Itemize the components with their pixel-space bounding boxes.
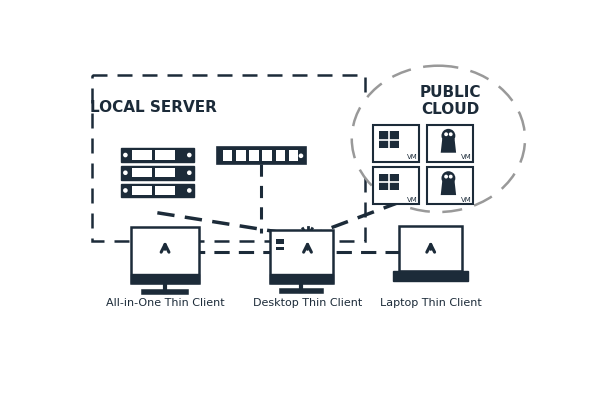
Bar bbox=[275, 150, 285, 161]
Text: VM: VM bbox=[461, 197, 472, 203]
Circle shape bbox=[449, 175, 452, 178]
Bar bbox=[121, 184, 194, 197]
Circle shape bbox=[444, 132, 448, 136]
Bar bbox=[399, 226, 462, 270]
Bar bbox=[155, 150, 175, 160]
Circle shape bbox=[123, 153, 128, 157]
Bar bbox=[131, 274, 199, 283]
Circle shape bbox=[123, 170, 128, 175]
Bar bbox=[262, 150, 272, 161]
Text: VM: VM bbox=[407, 197, 418, 203]
Bar bbox=[92, 75, 365, 240]
Circle shape bbox=[442, 129, 455, 143]
Bar bbox=[250, 150, 259, 161]
Circle shape bbox=[442, 171, 455, 185]
Bar bbox=[155, 186, 175, 195]
Bar bbox=[373, 125, 419, 162]
Bar bbox=[223, 150, 232, 161]
Bar bbox=[121, 148, 194, 162]
Circle shape bbox=[444, 175, 448, 178]
Bar bbox=[289, 150, 298, 161]
Text: VM: VM bbox=[407, 154, 418, 160]
Bar bbox=[236, 150, 245, 161]
Circle shape bbox=[187, 153, 191, 157]
Bar bbox=[379, 174, 399, 190]
Text: All-in-One Thin Client: All-in-One Thin Client bbox=[106, 298, 224, 308]
Text: VM: VM bbox=[461, 154, 472, 160]
Bar bbox=[131, 228, 199, 283]
Bar bbox=[131, 150, 152, 160]
Bar bbox=[427, 125, 473, 162]
Circle shape bbox=[123, 188, 128, 193]
Text: Laptop Thin Client: Laptop Thin Client bbox=[380, 298, 482, 308]
Text: LOCAL SERVER: LOCAL SERVER bbox=[90, 100, 217, 115]
Bar bbox=[270, 230, 333, 283]
Bar bbox=[373, 167, 419, 204]
Bar bbox=[155, 168, 175, 177]
Bar bbox=[121, 166, 194, 180]
Circle shape bbox=[187, 188, 191, 193]
Circle shape bbox=[187, 170, 191, 175]
Bar bbox=[276, 247, 284, 250]
Bar bbox=[379, 131, 399, 148]
Bar bbox=[270, 274, 333, 283]
Text: PUBLIC
CLOUD: PUBLIC CLOUD bbox=[419, 85, 481, 117]
Bar bbox=[276, 239, 284, 244]
Bar bbox=[273, 233, 287, 283]
Polygon shape bbox=[441, 139, 456, 153]
Bar bbox=[131, 186, 152, 195]
Bar bbox=[217, 147, 305, 164]
Bar bbox=[393, 270, 469, 281]
Polygon shape bbox=[441, 181, 456, 195]
Circle shape bbox=[449, 132, 452, 136]
Circle shape bbox=[299, 154, 303, 158]
Bar bbox=[131, 168, 152, 177]
Bar bbox=[427, 167, 473, 204]
Ellipse shape bbox=[352, 66, 525, 212]
Text: Desktop Thin Client: Desktop Thin Client bbox=[253, 298, 362, 308]
